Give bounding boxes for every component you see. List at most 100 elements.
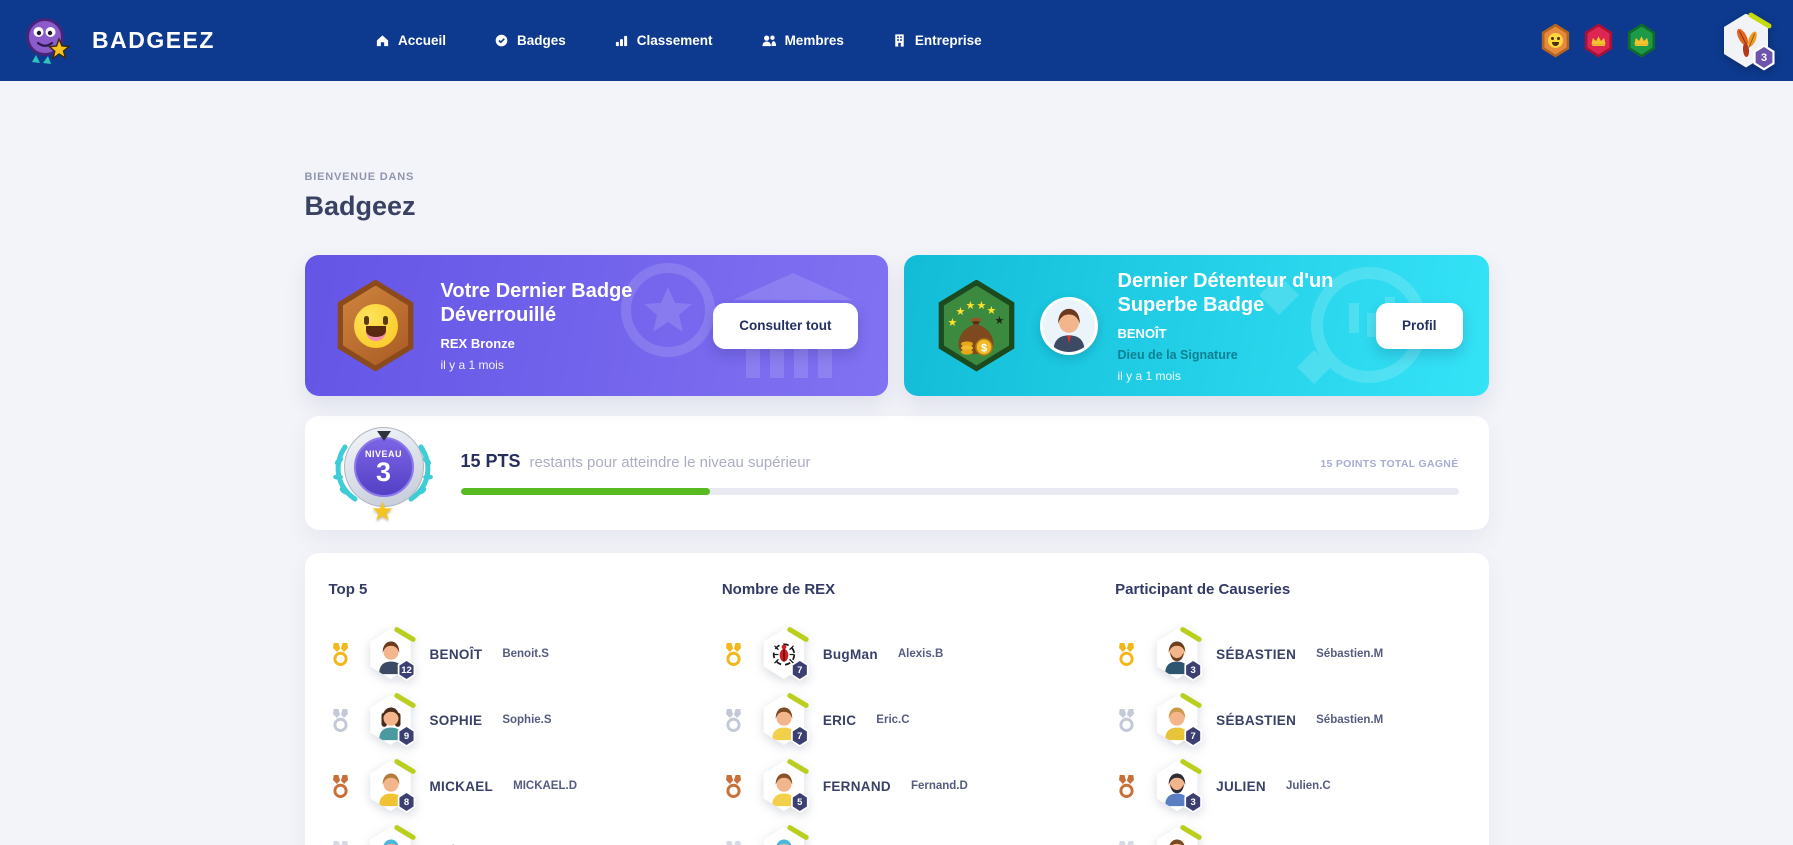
level-badge: NIVEAU 3 ★ xyxy=(331,425,435,526)
crown-green-badge-icon[interactable] xyxy=(1627,23,1656,58)
leaderboards-card: Top 5 12 BENOÎT Benoit.S 9 SOPHIE Sophie… xyxy=(304,553,1489,845)
avatar xyxy=(1154,824,1203,845)
badge-count: 3 xyxy=(1753,44,1775,71)
building-icon xyxy=(895,34,904,47)
avatar: 7 xyxy=(761,626,810,681)
badgeez-logo[interactable] xyxy=(22,15,72,67)
nav-item-entreprise[interactable]: Entreprise xyxy=(892,33,982,48)
badge-count: 5 xyxy=(792,793,807,811)
list-item[interactable]: 9 SOPHIE Sophie.S xyxy=(329,692,678,747)
level-progress-fill xyxy=(460,488,710,495)
avatar: 9 xyxy=(368,692,417,747)
avatar: 12 xyxy=(368,626,417,681)
medal-bronze-icon xyxy=(1115,774,1138,799)
brand-title: BADGEEZ xyxy=(92,27,215,53)
member-username: Julien.C xyxy=(1285,780,1331,792)
badge-count: 7 xyxy=(792,727,807,745)
member-username: Sébastien.M xyxy=(1316,714,1384,726)
holder-name: BENOÎT xyxy=(1117,325,1167,341)
consulter-tout-button[interactable]: Consulter tout xyxy=(713,302,858,349)
avatar xyxy=(761,824,810,845)
list-item[interactable]: 7 SÉBASTIEN Sébastien.M xyxy=(1115,692,1464,747)
list-item[interactable]: STÉPHANE Stéphane.P xyxy=(329,824,678,845)
nav-label: Membres xyxy=(784,33,844,48)
badge-count: 7 xyxy=(1186,727,1201,745)
list-item[interactable]: 12 BENOÎT Benoit.S xyxy=(329,626,678,681)
list-item[interactable]: 7 ERIC Eric.C xyxy=(722,692,1071,747)
badge-count: 12 xyxy=(399,661,414,679)
nav-item-badges[interactable]: Badges xyxy=(494,33,566,48)
leaderboard-title: Participant de Causeries xyxy=(1115,581,1291,598)
smiley-bronze-badge-icon[interactable] xyxy=(1541,23,1570,58)
list-item[interactable]: 5 FERNAND Fernand.D xyxy=(722,758,1071,813)
avatar: 3 xyxy=(1154,626,1203,681)
star-icon: ★ xyxy=(370,496,395,526)
autumn-leaves-icon xyxy=(1737,28,1757,57)
page-title: Badgeez xyxy=(304,191,416,221)
laurel-icon xyxy=(332,444,433,502)
last-badge-card: Votre Dernier Badge Déverrouillé REX Bro… xyxy=(304,255,888,396)
medal-icon xyxy=(722,840,745,845)
list-item[interactable]: 3 JULIEN Julien.C xyxy=(1115,758,1464,813)
navbar-badges: 3 xyxy=(1528,11,1775,71)
leaderboard-causeries: Participant de Causeries 3 SÉBASTIEN Séb… xyxy=(1115,581,1464,845)
member-username: Sophie.S xyxy=(502,714,552,726)
nav-label: Classement xyxy=(636,33,713,48)
list-item[interactable]: 8 MICKAEL MICKAEL.D xyxy=(329,758,678,813)
level-number: 3 xyxy=(375,456,392,487)
superbe-badge-icon: ★ ★ ★ ★ ★ ★ $ xyxy=(938,279,1015,372)
nav-label: Badges xyxy=(516,33,566,48)
list-item[interactable]: 7 BugMan Alexis.B xyxy=(722,626,1071,681)
badge-count: 8 xyxy=(399,793,414,811)
member-username: Fernand.D xyxy=(910,780,968,792)
badge-count: 3 xyxy=(1186,793,1201,811)
member-name: SÉBASTIEN xyxy=(1216,646,1297,662)
profil-button[interactable]: Profil xyxy=(1375,302,1463,349)
avatar: 7 xyxy=(1154,692,1203,747)
crown-red-badge-icon[interactable] xyxy=(1584,23,1613,58)
holder-avatar xyxy=(1039,296,1098,355)
time-ago: il y a 1 mois xyxy=(440,358,504,372)
badge-name: Dieu de la Signature xyxy=(1117,347,1238,362)
badge-check-icon xyxy=(495,34,508,47)
medal-gold-icon xyxy=(722,642,745,667)
level-progress-track xyxy=(460,488,1459,495)
welcome-eyebrow: BIENVENUE DANS xyxy=(304,171,415,183)
badge-count: 9 xyxy=(399,727,414,745)
medal-gold-icon xyxy=(1115,642,1138,667)
avatar xyxy=(368,824,417,845)
list-item[interactable]: DOMINIQUE Dominique.L xyxy=(722,824,1071,845)
nav-label: Entreprise xyxy=(914,33,982,48)
member-name: JULIEN xyxy=(1216,778,1266,794)
member-name: BENOÎT xyxy=(429,646,483,662)
member-username: MICKAEL.D xyxy=(513,780,577,792)
money-bag-icon: $ xyxy=(958,317,993,356)
card-title: Dernier Détenteur d'un Superbe Badge xyxy=(1117,269,1334,316)
nav-item-accueil[interactable]: Accueil xyxy=(375,33,446,48)
member-username: Alexis.B xyxy=(897,648,944,660)
list-item[interactable]: 3 SÉBASTIEN Sébastien.M xyxy=(1115,626,1464,681)
nav-menu: Accueil Badges Classement Membres Entrep… xyxy=(375,33,982,48)
avatar: 5 xyxy=(761,758,810,813)
avatar: 3 xyxy=(1154,758,1203,813)
medal-bronze-icon xyxy=(722,774,745,799)
leaderboard-rex: Nombre de REX 7 BugMan Alexis.B 7 ERIC E… xyxy=(722,581,1071,845)
medal-gold-icon xyxy=(329,642,352,667)
member-username: Eric.C xyxy=(876,714,910,726)
home-icon xyxy=(376,35,389,47)
main-content: BIENVENUE DANS Badgeez Votre Dernier Bad… xyxy=(304,81,1489,845)
time-ago: il y a 1 mois xyxy=(1117,368,1181,383)
list-item[interactable]: ERIC Eric.L xyxy=(1115,824,1464,845)
member-name: BugMan xyxy=(822,646,878,662)
medal-silver-icon xyxy=(1115,708,1138,733)
points-remaining: 15 PTS xyxy=(460,451,521,471)
rex-bronze-badge-icon xyxy=(337,279,414,372)
hero-cards: Votre Dernier Badge Déverrouillé REX Bro… xyxy=(304,255,1489,396)
user-avatar[interactable]: 3 xyxy=(1721,11,1775,71)
points-hint: restants pour atteindre le niveau supéri… xyxy=(529,454,811,471)
member-username: Benoit.S xyxy=(502,648,549,660)
badge-count: 3 xyxy=(1186,661,1201,679)
member-name: ERIC xyxy=(822,712,857,728)
nav-item-membres[interactable]: Membres xyxy=(761,33,844,48)
nav-item-classement[interactable]: Classement xyxy=(614,33,713,48)
